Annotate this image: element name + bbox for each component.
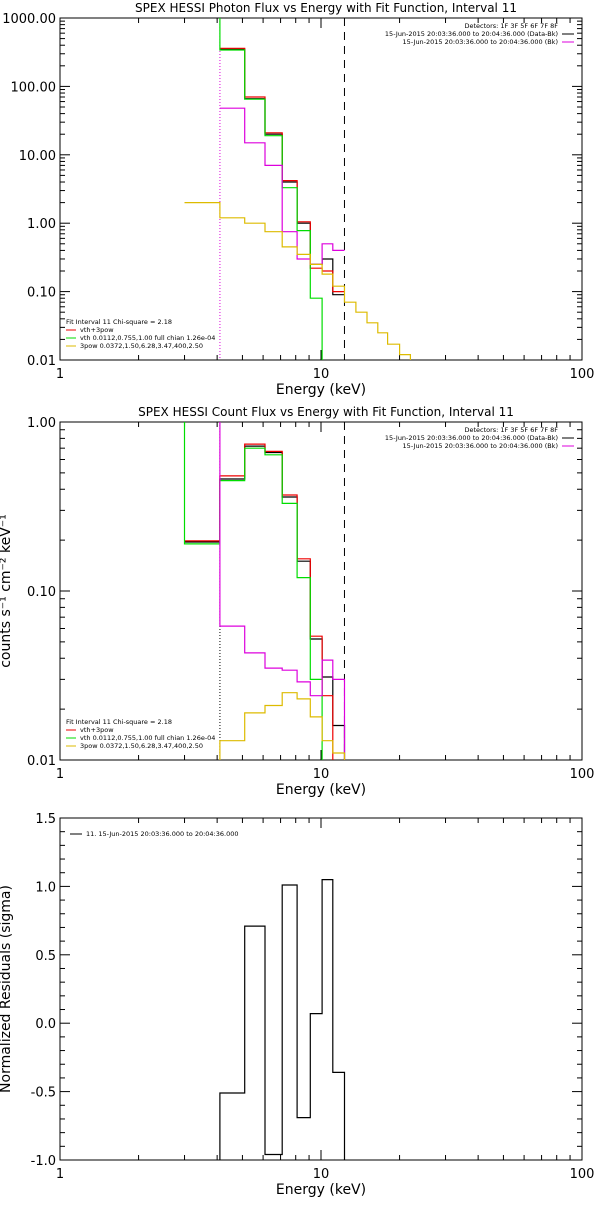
- legend-entry: Fit Interval 11 Chi-square = 2.18: [66, 318, 172, 326]
- y-tick-label: 1.00: [27, 416, 56, 431]
- y-tick-label: -0.5: [31, 1086, 56, 1101]
- y-tick-label: 0.0: [35, 1017, 56, 1032]
- legend-entry: vth+3pow: [80, 326, 114, 334]
- x-tick-label: 100: [570, 1167, 595, 1182]
- x-tick-label: 100: [570, 767, 595, 782]
- fit-legend: Fit Interval 11 Chi-square = 2.18vth+3po…: [66, 718, 215, 750]
- x-tick-label: 100: [570, 367, 595, 382]
- x-axis-label: Energy (keV): [276, 782, 366, 798]
- x-axis-label: Energy (keV): [276, 382, 366, 398]
- y-tick-label: 0.01: [27, 754, 56, 769]
- legend-entry: 3pow 0.0372,1.50,6.28,3.47,400,2.50: [80, 742, 203, 750]
- x-tick-label: 10: [313, 767, 330, 782]
- legend-entry: 11. 15-Jun-2015 20:03:36.000 to 20:04:36…: [86, 830, 238, 838]
- info-legend: Detectors: 1F 3F 5F 6F 7F 8F15-Jun-2015 …: [385, 426, 574, 450]
- y-tick-label: 0.10: [27, 585, 56, 600]
- y-tick-label: 1.00: [27, 217, 56, 232]
- x-tick-label: 1: [56, 767, 64, 782]
- x-tick-label: 10: [313, 367, 330, 382]
- x-tick-label: 1: [56, 1167, 64, 1182]
- panel-1: SPEX HESSI Photon Flux vs Energy with Fi…: [2, 1, 595, 398]
- panel-2: SPEX HESSI Count Flux vs Energy with Fit…: [0, 405, 595, 798]
- x-tick-label: 1: [56, 367, 64, 382]
- plot-frame: [59, 421, 583, 761]
- series-black-step: [219, 879, 346, 1160]
- x-axis-label: Energy (keV): [276, 1182, 366, 1198]
- y-tick-label: 1.5: [35, 812, 56, 827]
- x-tick-label: 10: [313, 1167, 330, 1182]
- y-tick-label: 0.10: [27, 286, 56, 301]
- data-area: [183, 422, 346, 760]
- info-legend: 11. 15-Jun-2015 20:03:36.000 to 20:04:36…: [70, 830, 238, 838]
- legend-entry: 3pow 0.0372,1.50,6.28,3.47,400,2.50: [80, 342, 203, 350]
- y-tick-label: 1.0: [35, 880, 56, 895]
- legend-entry: Detectors: 1F 3F 5F 6F 7F 8F: [464, 426, 558, 434]
- data-area: [184, 18, 411, 360]
- legend-entry: 15-Jun-2015 20:03:36.000 to 20:04:36.000…: [385, 434, 558, 442]
- data-area: [219, 879, 346, 1160]
- legend-entry: vth 0.0112,0.755,1.00 full chian 1.26e-0…: [80, 334, 215, 342]
- series-magenta-step: [219, 107, 345, 265]
- y-tick-label: 1000.00: [2, 12, 56, 27]
- series-green-step: [183, 422, 323, 760]
- plot-frame: [59, 817, 583, 1161]
- legend-entry: vth 0.0112,0.755,1.00 full chian 1.26e-0…: [80, 734, 215, 742]
- y-axis-label: Normalized Residuals (sigma): [0, 885, 14, 1093]
- y-tick-label: -1.0: [31, 1154, 56, 1169]
- legend-entry: Fit Interval 11 Chi-square = 2.18: [66, 718, 172, 726]
- y-tick-label: 10.00: [19, 149, 56, 164]
- fit-legend: Fit Interval 11 Chi-square = 2.18vth+3po…: [66, 318, 215, 350]
- legend-entry: 15-Jun-2015 20:03:36.000 to 20:04:36.000…: [385, 30, 558, 38]
- chart-title: SPEX HESSI Count Flux vs Energy with Fit…: [138, 405, 514, 419]
- series-magenta-step: [219, 422, 346, 760]
- legend-entry: 15-Jun-2015 20:03:36.000 to 20:04:36.000…: [403, 38, 558, 46]
- y-tick-label: 0.5: [35, 949, 56, 964]
- plot-frame: [59, 17, 583, 361]
- y-tick-label: 100.00: [11, 80, 57, 95]
- chart-title: SPEX HESSI Photon Flux vs Energy with Fi…: [135, 1, 517, 15]
- series-yellow-step: [184, 202, 411, 360]
- y-axis-label: counts s⁻¹ cm⁻² keV⁻¹: [0, 514, 14, 668]
- legend-entry: Detectors: 1F 3F 5F 6F 7F 8F: [464, 22, 558, 30]
- y-tick-label: 0.01: [27, 354, 56, 369]
- series-yellow-step: [183, 692, 346, 760]
- panel-3: 1 10 100 1.5 1.0 0.5 0.0 -0.5 -1.0 Energy (keV) No…: [0, 812, 594, 1198]
- series-green-step: [219, 18, 323, 360]
- info-legend: Detectors: 1F 3F 5F 6F 7F 8F15-Jun-2015 …: [385, 22, 574, 46]
- legend-entry: 15-Jun-2015 20:03:36.000 to 20:04:36.000…: [403, 442, 558, 450]
- legend-entry: vth+3pow: [80, 726, 114, 734]
